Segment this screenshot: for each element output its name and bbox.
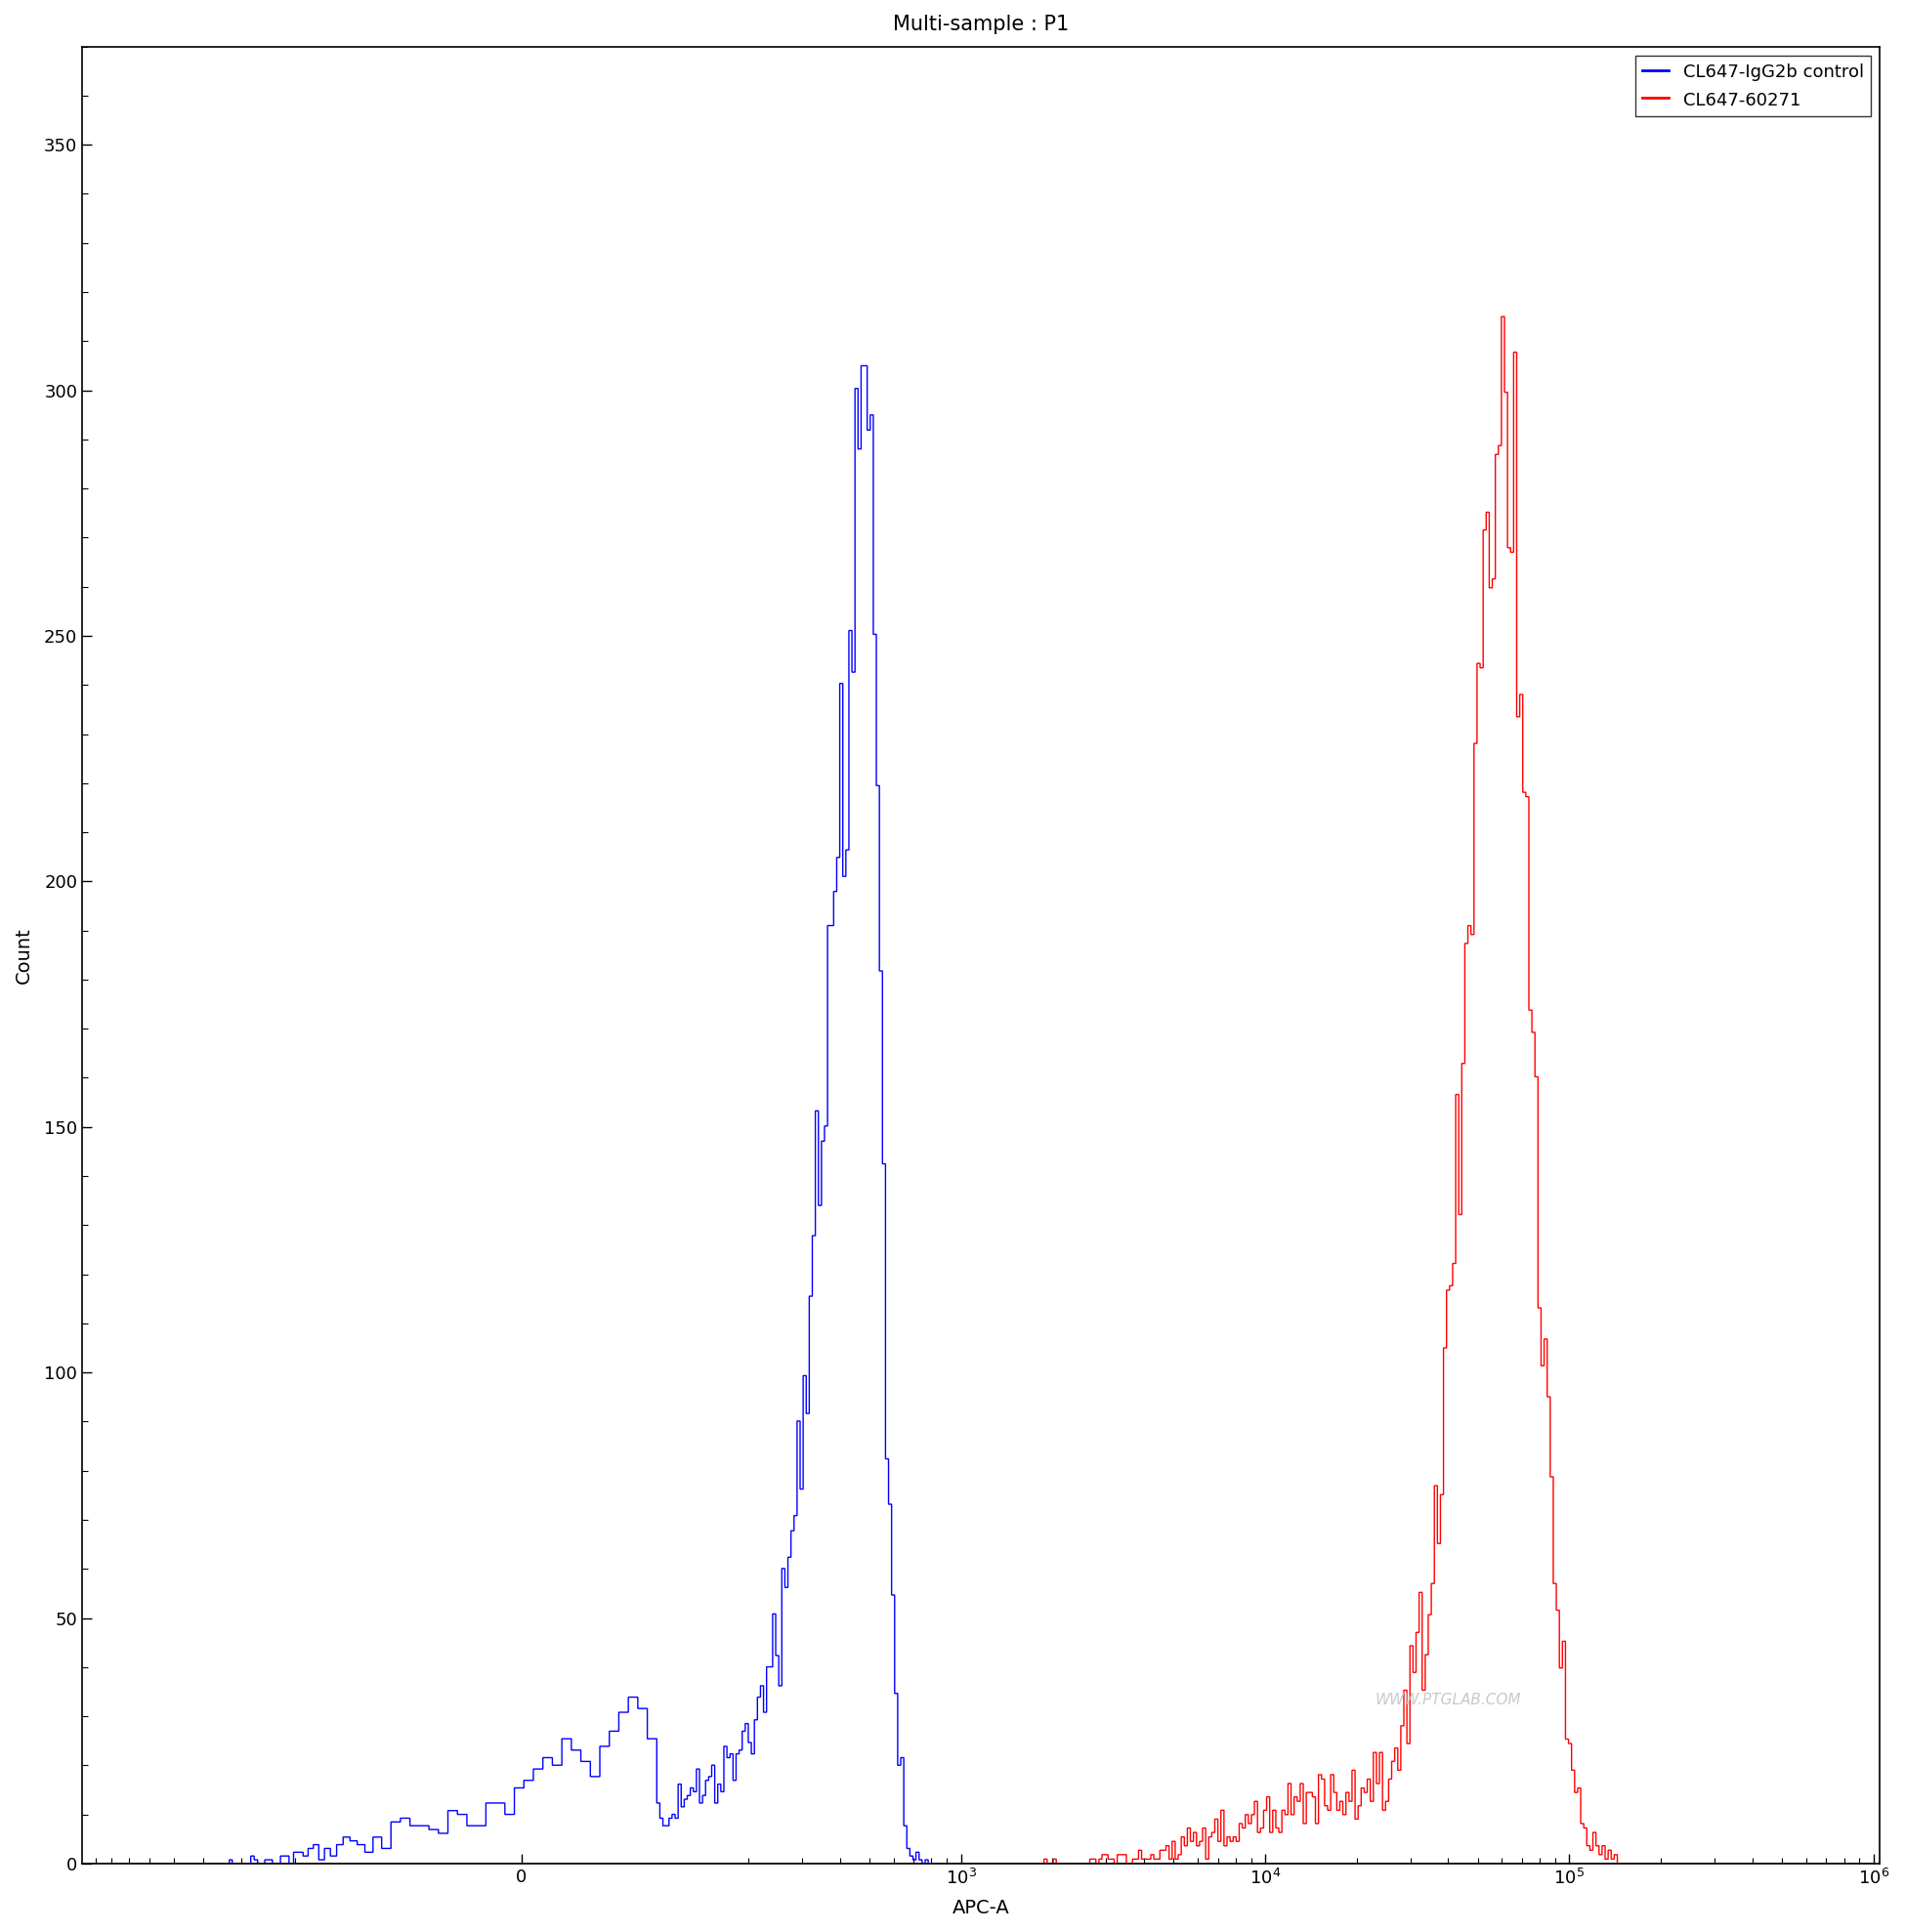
Text: WWW.PTGLAB.COM: WWW.PTGLAB.COM [1375, 1692, 1522, 1708]
Legend: CL647-IgG2b control, CL647-60271: CL647-IgG2b control, CL647-60271 [1636, 56, 1871, 116]
Y-axis label: Count: Count [15, 927, 32, 983]
X-axis label: APC-A: APC-A [952, 1899, 1010, 1917]
Title: Multi-sample : P1: Multi-sample : P1 [893, 15, 1069, 35]
